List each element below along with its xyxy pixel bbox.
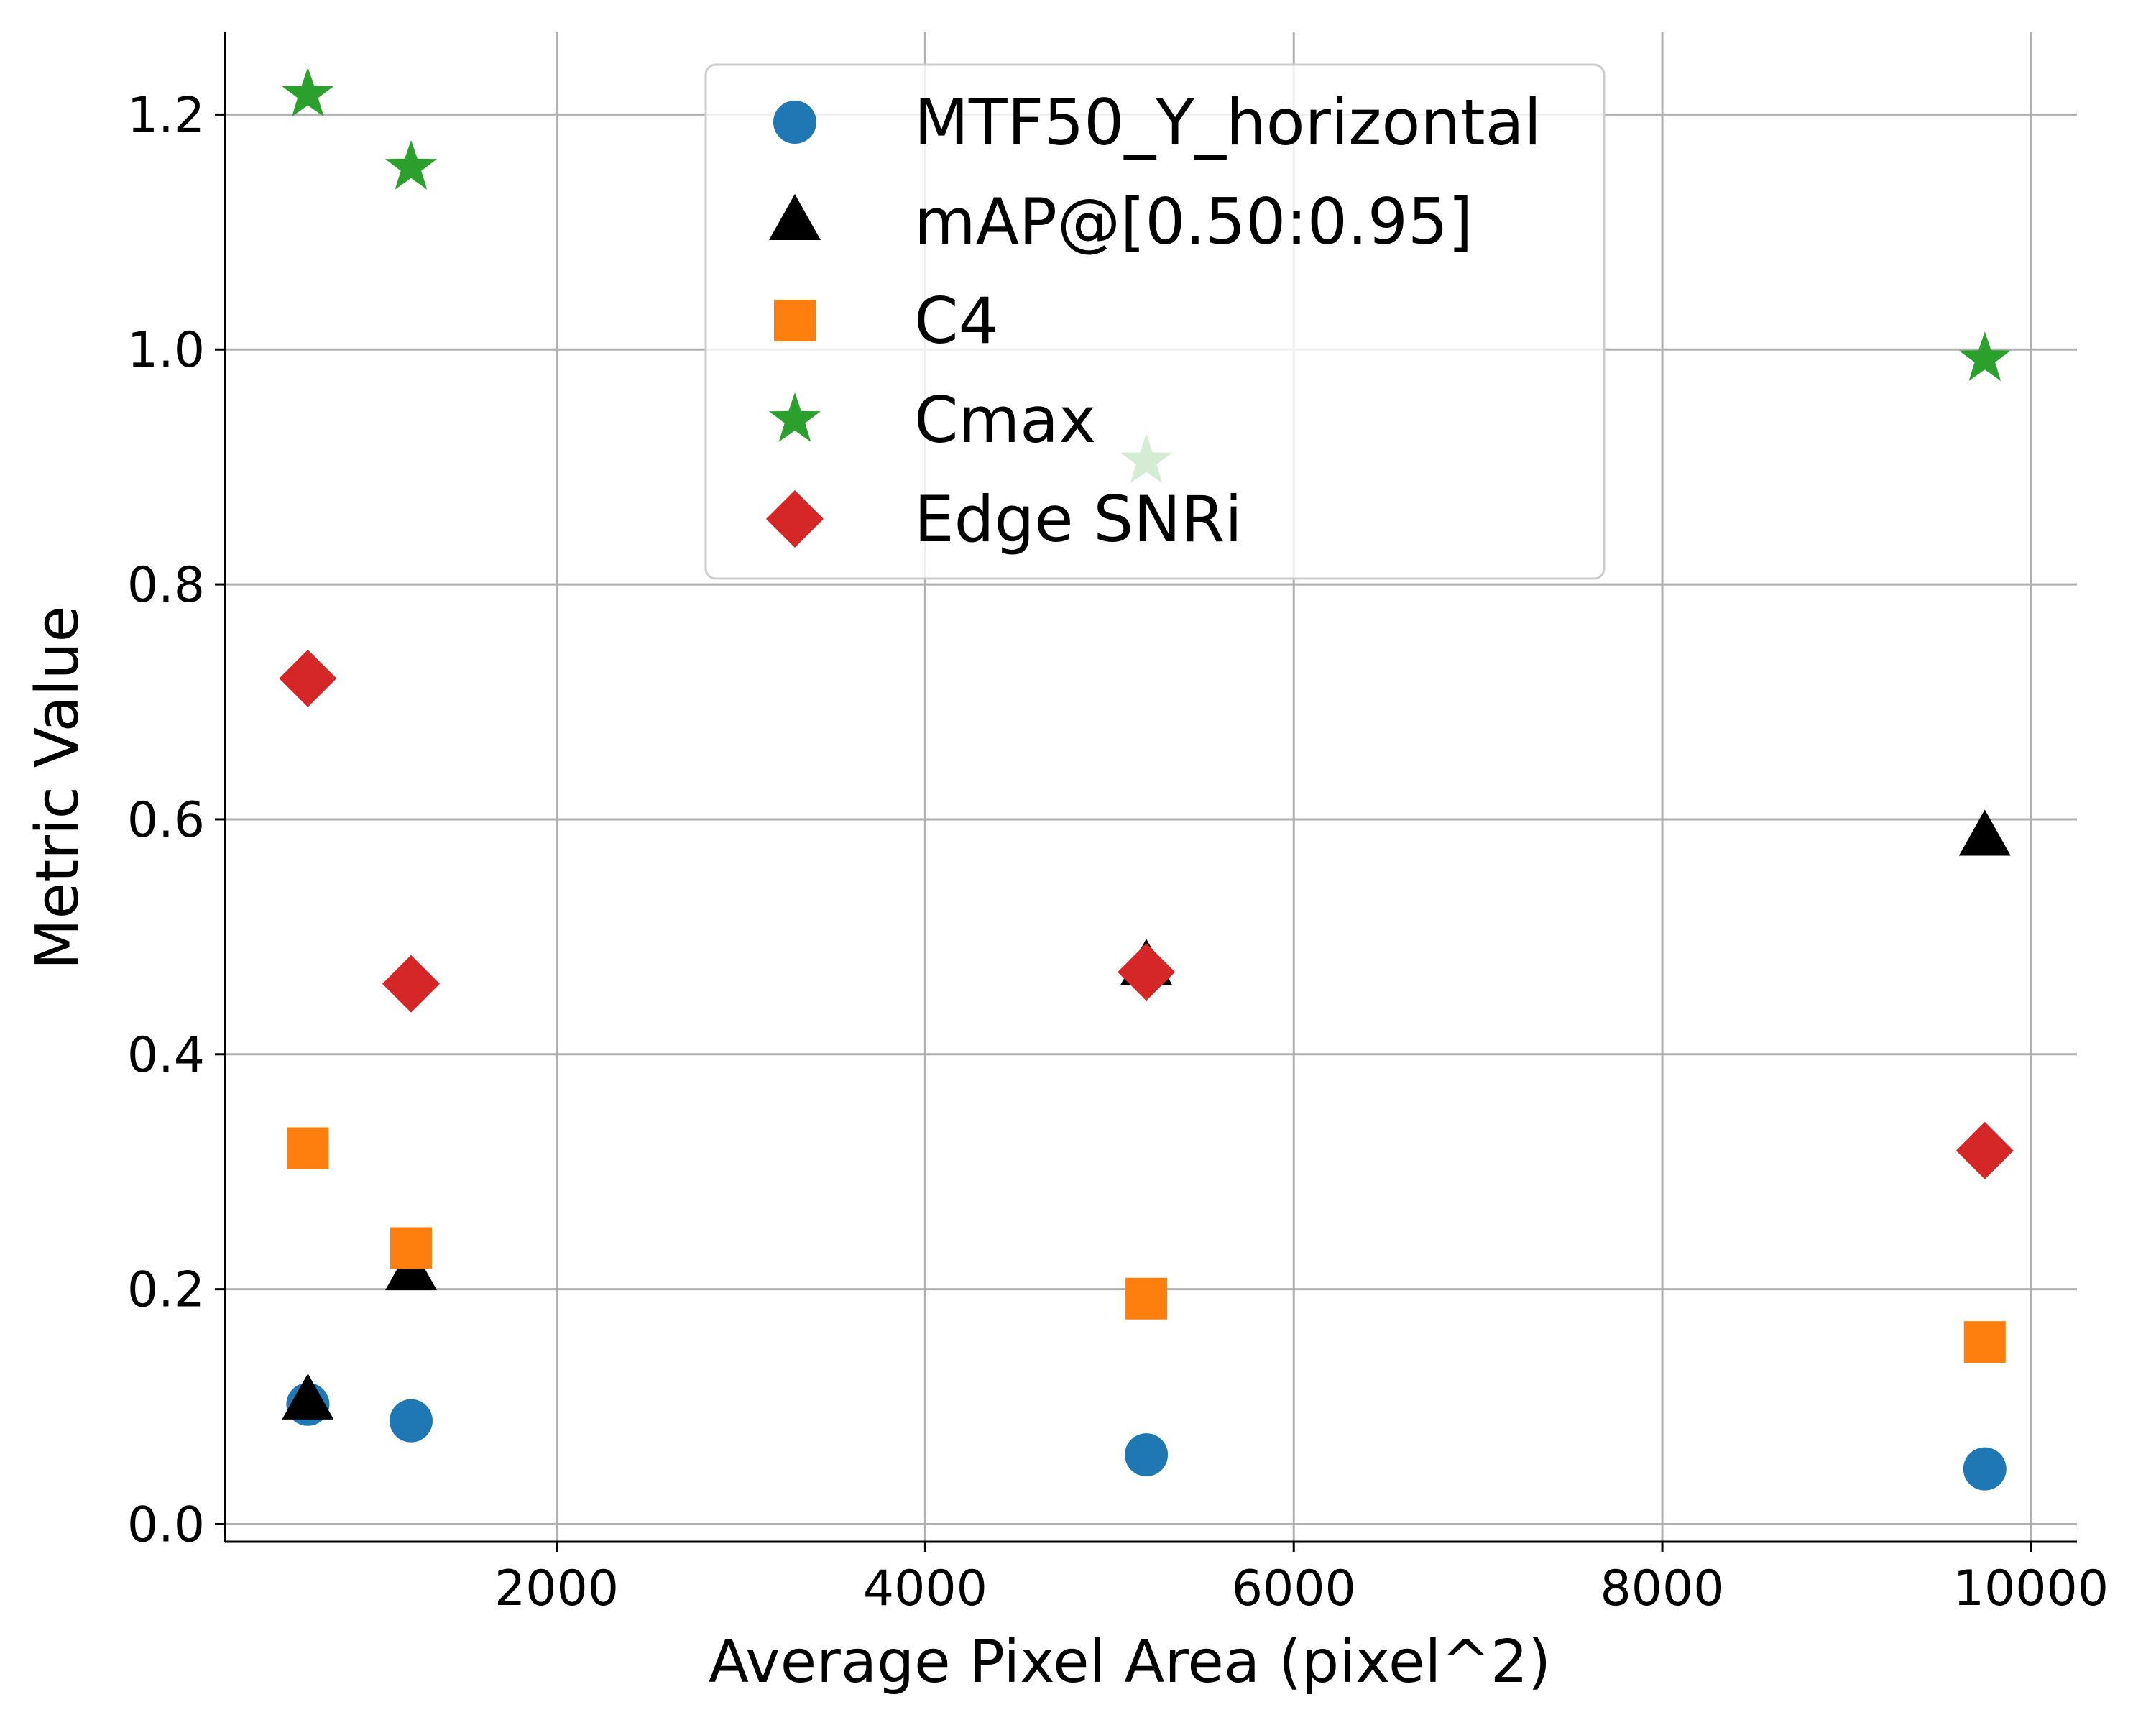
data-point-square: [1963, 1321, 2006, 1363]
y-tick-label: 0.0: [127, 1496, 205, 1553]
legend-label: C4: [914, 284, 998, 358]
data-point-diamond: [279, 649, 337, 707]
data-point-circle: [1963, 1447, 2007, 1491]
legend-marker-diamond: [766, 490, 824, 548]
data-point-square: [287, 1127, 329, 1169]
data-points: [279, 67, 2014, 1491]
data-point-star: [282, 67, 334, 117]
data-point-triangle: [1958, 809, 2011, 856]
data-point-triangle: [282, 1373, 334, 1420]
legend-marker-star: [768, 392, 821, 442]
data-point-circle: [389, 1399, 433, 1443]
ticks: 2000 4000 6000 8000 10000 0.0 0.2 0.4 0.6 0.8 1.0 1…: [127, 87, 2109, 1617]
legend-marker-circle: [773, 101, 816, 144]
y-axis-label: Metric Value: [24, 606, 92, 970]
legend-marker-square: [774, 300, 816, 341]
legend-label: Cmax: [914, 383, 1096, 457]
data-point-circle: [1125, 1433, 1169, 1477]
data-point-diamond: [1955, 1121, 2014, 1179]
legend-label: mAP@[0.50:0.95]: [914, 185, 1473, 259]
x-axis-label: Average Pixel Area (pixel^2): [709, 1628, 1551, 1696]
data-point-square: [1125, 1277, 1168, 1320]
legend: MTF50_Y_horizontal mAP@[0.50:0.95] C4 Cmax E…: [704, 63, 1606, 580]
data-point-square: [390, 1227, 432, 1269]
y-tick-label: 0.8: [127, 557, 205, 614]
y-tick-label: 1.2: [127, 87, 205, 144]
legend-label: Edge SNRi: [914, 482, 1243, 556]
legend-label: MTF50_Y_horizontal: [914, 86, 1542, 160]
y-tick-label: 0.6: [127, 792, 205, 849]
x-tick-label: 2000: [494, 1560, 619, 1617]
data-point-star: [384, 139, 438, 190]
legend-marker-triangle: [769, 194, 821, 240]
y-tick-label: 1.0: [127, 322, 205, 379]
y-tick-label: 0.4: [127, 1027, 205, 1084]
data-point-star: [1958, 331, 2011, 382]
x-tick-label: 4000: [863, 1560, 987, 1617]
y-tick-label: 0.2: [127, 1262, 205, 1319]
legend-box: [704, 63, 1606, 580]
data-point-diamond: [1118, 943, 1176, 1001]
x-tick-label: 10000: [1953, 1560, 2109, 1617]
x-tick-label: 8000: [1600, 1560, 1725, 1617]
data-point-diamond: [382, 954, 440, 1013]
x-tick-label: 6000: [1232, 1560, 1356, 1617]
